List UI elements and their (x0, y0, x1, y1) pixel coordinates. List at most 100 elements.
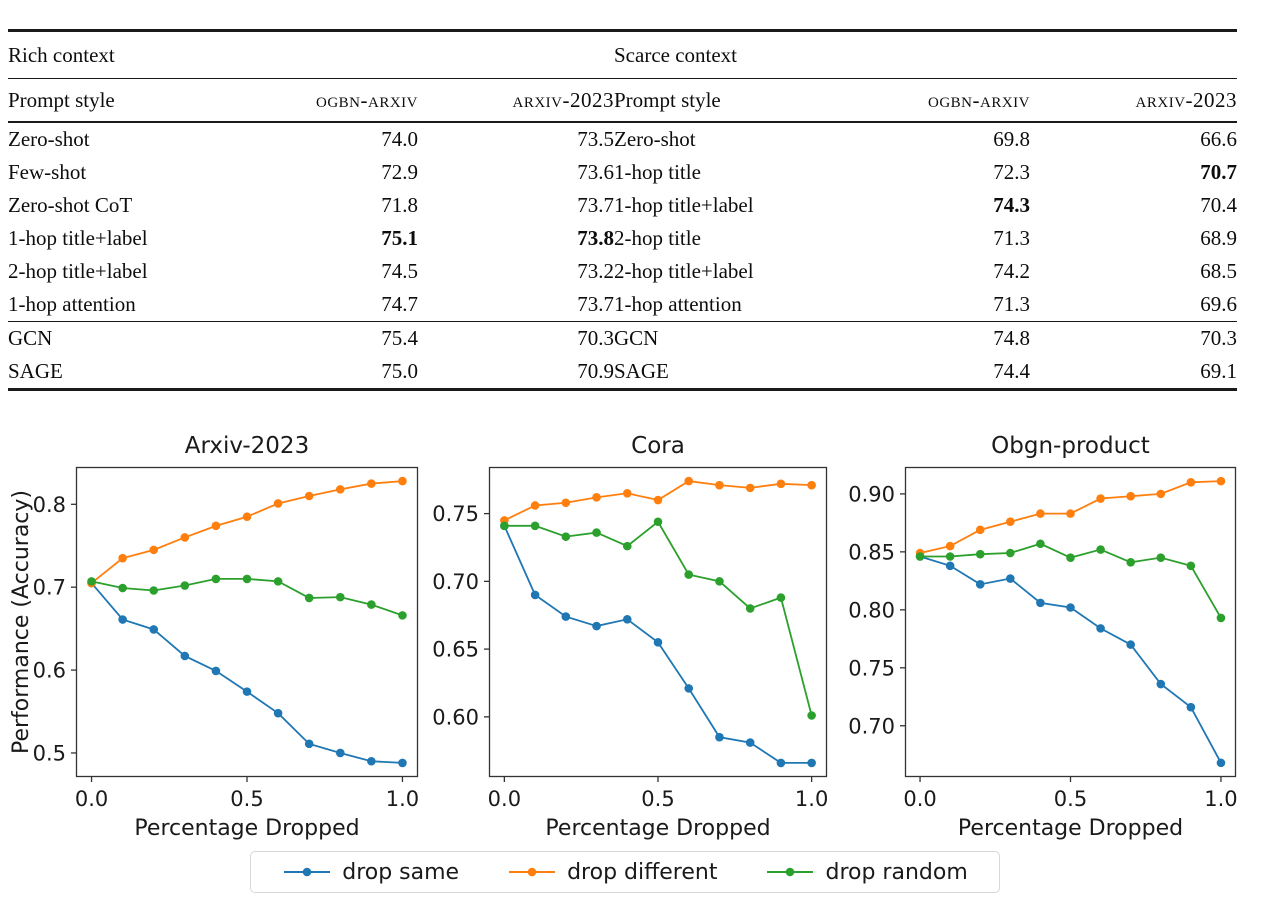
data-point-drop-different (1156, 489, 1166, 499)
row-label-rich: Zero-shot CoT (8, 193, 133, 217)
y-tick-label: 0.7 (33, 576, 66, 600)
col-header-prompt-style-scarce: Prompt style (614, 87, 721, 112)
y-tick-label: 0.80 (848, 598, 895, 622)
value-cell: 74.7 (381, 292, 418, 316)
legend-swatch-drop-random (767, 867, 814, 877)
value-cell: 74.0 (381, 127, 418, 151)
col-header-ogbn-arxiv-scarce: ogbn-arxiv (928, 87, 1030, 112)
data-point-drop-random (715, 577, 724, 586)
row-label-scarce: 1-hop title+label (614, 193, 754, 217)
data-point-drop-random (1096, 545, 1105, 554)
data-point-drop-different (335, 485, 345, 494)
value-cell: 74.8 (993, 326, 1030, 350)
table-row: 2-hop title+label 74.5 73.2 2-hop title+lab… (8, 255, 1237, 288)
table-row: 1-hop title+label 75.1 73.8 2-hop title 71.3… (8, 222, 1237, 255)
value-cell: 70.7 (1200, 160, 1238, 184)
x-axis-label-2: Percentage Dropped (545, 816, 771, 841)
y-tick-label: 0.75 (432, 502, 479, 526)
data-point-drop-different (745, 483, 755, 493)
table-row: Zero-shot CoT 71.8 73.7 1-hop title+label 74… (8, 189, 1237, 222)
legend: drop same drop different drop random (250, 851, 1000, 893)
data-point-drop-same (273, 708, 283, 718)
value-cell: 71.3 (993, 226, 1030, 250)
value-cell: 69.1 (1200, 359, 1238, 383)
data-point-drop-same (1126, 640, 1135, 649)
data-point-drop-same (304, 739, 314, 749)
x-tick-label: 0.5 (641, 787, 674, 811)
value-cell: 70.4 (1200, 193, 1238, 217)
data-point-drop-different (367, 479, 376, 488)
legend-marker (527, 867, 537, 877)
data-point-drop-random (304, 593, 314, 603)
row-label-scarce: 1-hop title (614, 160, 701, 184)
value-cell: 70.9 (577, 359, 614, 383)
value-cell: 71.8 (381, 193, 418, 217)
value-cell: 73.7 (577, 193, 614, 217)
y-tick-label: 0.75 (848, 656, 895, 680)
legend-item: drop random (765, 859, 968, 885)
data-point-drop-random (118, 583, 127, 593)
value-cell: 74.3 (993, 193, 1030, 217)
col-header-arxiv-2023-rich: arxiv-2023 (512, 87, 614, 112)
data-point-drop-same (1006, 574, 1015, 583)
data-point-drop-different (149, 545, 159, 555)
value-cell: 72.3 (993, 160, 1030, 184)
value-cell: 73.2 (577, 259, 614, 283)
table-row: Zero-shot 74.0 73.5 Zero-shot 69.8 66.6 (8, 122, 1237, 156)
y-tick-label: 0.5 (33, 741, 66, 765)
data-point-drop-different (715, 480, 724, 490)
data-point-drop-random (592, 528, 601, 537)
value-cell: 74.5 (381, 259, 418, 283)
data-point-drop-random (1066, 553, 1075, 562)
data-point-drop-random (561, 532, 571, 541)
data-point-drop-random (975, 549, 985, 559)
table-row: SAGE 75.0 70.9 SAGE 74.4 69.1 (8, 355, 1237, 390)
value-cell: 69.6 (1200, 292, 1238, 316)
data-point-drop-random (273, 577, 283, 586)
legend-label: drop random (825, 859, 968, 885)
data-point-drop-different (684, 476, 694, 486)
data-point-drop-different (622, 488, 632, 498)
data-point-drop-random (915, 552, 925, 561)
value-cell: 66.6 (1200, 127, 1238, 151)
value-cell: 74.2 (993, 259, 1030, 283)
data-point-drop-random (684, 570, 694, 579)
gnn-baseline-rows: GCN 75.4 70.3 GCN 74.8 70.3 SAGE 75.0 70.9 SAGE 74… (8, 321, 1238, 390)
data-point-drop-same (1066, 603, 1075, 612)
y-tick-label: 0.65 (432, 638, 479, 662)
data-point-drop-random (1036, 539, 1045, 549)
y-tick-label: 0.85 (848, 540, 895, 564)
plot-area (488, 466, 828, 778)
data-point-drop-different (807, 480, 816, 490)
row-label-rich: SAGE (8, 359, 63, 383)
row-label-scarce: 2-hop title+label (614, 259, 754, 283)
data-point-drop-same (592, 621, 601, 631)
value-cell: 75.4 (381, 326, 418, 350)
value-cell: 70.3 (577, 326, 614, 350)
results-table: Rich context Scarce context Prompt style… (8, 29, 1238, 391)
results-table-block: Rich context Scarce context Prompt style… (8, 29, 1238, 391)
section-header-row: Rich context Scarce context (8, 31, 1238, 79)
data-point-drop-random (945, 552, 955, 561)
x-tick-label: 0.0 (488, 787, 521, 811)
x-tick-label: 1.0 (795, 787, 828, 811)
data-point-drop-same (180, 651, 190, 661)
value-cell: 73.6 (577, 160, 614, 184)
y-tick-label: 0.70 (848, 714, 895, 738)
data-point-drop-different (975, 525, 985, 535)
data-point-drop-random (1006, 548, 1015, 558)
data-point-drop-different (1216, 476, 1226, 486)
value-cell: 74.4 (993, 359, 1030, 383)
legend-label: drop same (342, 859, 460, 885)
data-point-drop-same (1036, 598, 1045, 608)
data-point-drop-same (335, 748, 345, 758)
y-tick-label: 0.8 (33, 493, 66, 517)
chart-title-obgn-product: Obgn-product (991, 433, 1150, 459)
section-title-rich: Rich context (8, 42, 115, 67)
row-label-rich: GCN (8, 326, 53, 350)
data-point-drop-random (1186, 561, 1196, 571)
value-cell: 72.9 (381, 160, 418, 184)
data-point-drop-different (1186, 478, 1196, 487)
y-tick-label: 0.70 (432, 570, 479, 594)
data-point-drop-different (592, 493, 601, 502)
